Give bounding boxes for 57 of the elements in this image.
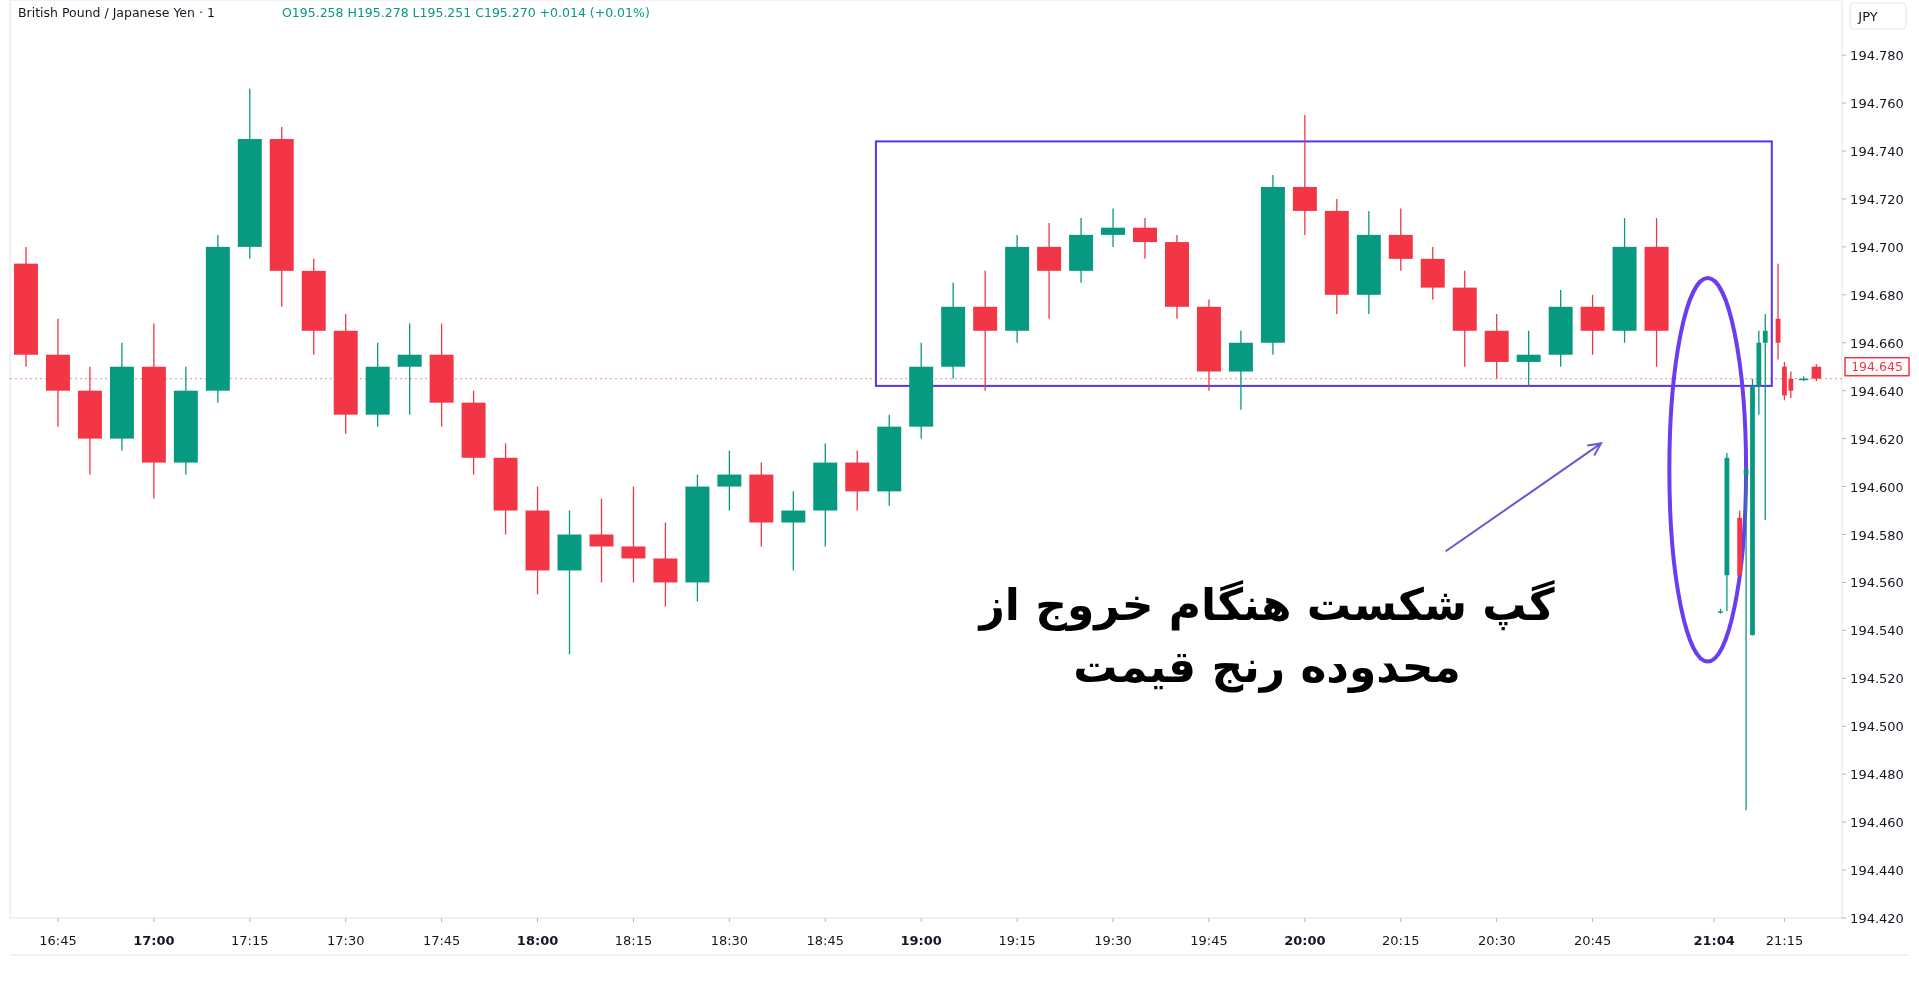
x-tick-label: 21:15 [1765,933,1804,948]
x-tick-label: 17:45 [422,933,461,948]
candlestick [781,490,806,572]
candlestick [1516,330,1541,387]
candlestick [1133,217,1157,260]
x-tick-label: 19:15 [998,933,1036,948]
candlestick [973,270,998,392]
x-tick-label: 19:45 [1190,933,1228,948]
x-tick-label: 20:15 [1382,933,1420,948]
candlestick [1292,114,1317,236]
x-tick-label: 19:30 [1094,933,1132,948]
x-tick-label: 18:00 [516,933,559,948]
candlestick [653,521,678,608]
chart-title: British Pound / Japanese Yen · 1 [18,5,215,20]
y-tick-label: 194.780 [1850,48,1904,64]
candlestick [1037,222,1062,320]
x-tick-label: 20:30 [1477,933,1516,948]
candlestick [397,322,422,416]
y-tick-label: 194.720 [1850,191,1904,207]
x-tick-label: 20:45 [1573,933,1612,948]
candlestick [1580,294,1605,356]
y-tick-label: 194.540 [1850,623,1904,639]
ref-line-label: 194.645 [1851,359,1903,375]
x-tick-label: 17:00 [133,933,175,948]
x-tick-label: 16:45 [39,933,77,948]
y-tick-label: 194.560 [1850,575,1904,591]
y-axis-title: JPY [1857,9,1878,24]
y-tick-label: 194.620 [1850,431,1904,447]
candlestick [1101,207,1126,248]
y-tick-label: 194.600 [1850,479,1904,495]
y-tick-label: 194.740 [1850,144,1904,159]
candlestick [717,449,742,512]
y-tick-label: 194.480 [1850,767,1904,783]
y-tick-label: 194.680 [1850,287,1904,303]
x-tick-label: 20:00 [1284,933,1326,948]
x-tick-label: 18:30 [710,933,749,948]
annotation: O195.258 H195.278 L195.251 C195.270 +0.014 (+0.01%) [282,5,650,20]
annotation: گپ شکست هنگام خروج از [977,579,1555,631]
x-tick-label: 17:15 [231,933,269,948]
y-tick-label: 194.640 [1850,383,1904,399]
x-tick-label: 19:00 [900,933,942,948]
y-tick-label: 194.500 [1850,719,1904,735]
x-tick-label: 21:04 [1693,933,1735,948]
x-tick-label: 18:15 [614,933,653,948]
y-tick-label: 194.660 [1850,335,1904,351]
y-tick-label: 194.760 [1850,96,1904,112]
y-tick-label: 194.420 [1850,911,1904,926]
candlestick [621,485,646,584]
candlestick [1388,207,1413,272]
annotation: محدوده رنج قیمت [1073,641,1461,693]
y-tick-label: 194.440 [1850,863,1904,879]
y-tick-label: 194.460 [1850,815,1904,831]
y-tick-label: 194.520 [1850,671,1904,687]
y-tick-label: 194.580 [1850,527,1904,543]
y-tick-label: 194.700 [1850,239,1904,255]
x-tick-label: 18:45 [806,933,845,948]
x-tick-label: 17:30 [326,933,365,948]
